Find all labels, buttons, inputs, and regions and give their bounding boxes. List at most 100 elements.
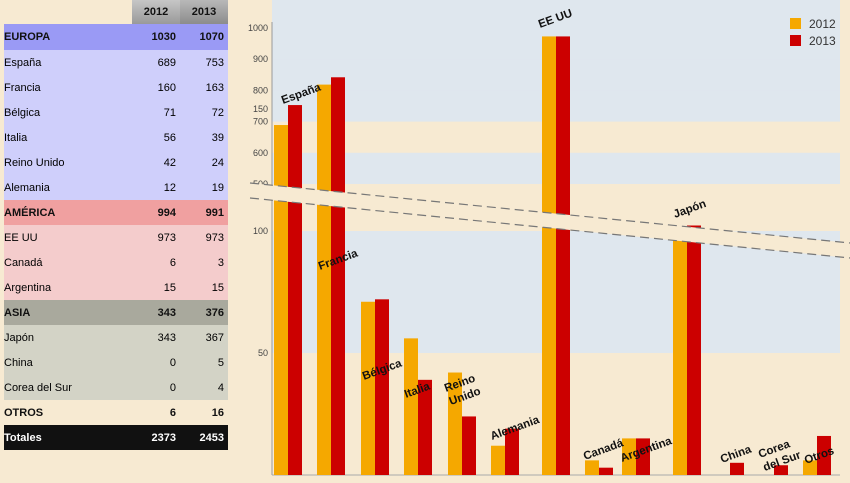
bar-2012 bbox=[448, 372, 462, 475]
y-tick-label: 600 bbox=[253, 148, 268, 158]
table-row: España 689 753 bbox=[4, 50, 228, 75]
row-value-2012: 160 bbox=[132, 75, 180, 100]
row-label: España bbox=[4, 50, 132, 75]
bar-2013 bbox=[375, 299, 389, 475]
axis-break-line bbox=[249, 197, 850, 259]
row-label: Reino Unido bbox=[4, 150, 132, 175]
category-label: Canadá bbox=[582, 437, 626, 463]
row-label: Alemania bbox=[4, 175, 132, 200]
axis-break-band bbox=[250, 183, 850, 258]
row-value-2012: 42 bbox=[132, 150, 180, 175]
row-value-2013: 16 bbox=[180, 400, 228, 425]
table-row: EE UU 973 973 bbox=[4, 225, 228, 250]
row-value-2013: 973 bbox=[180, 225, 228, 250]
row-value-2013: 1070 bbox=[180, 24, 228, 50]
row-value-2012: 0 bbox=[132, 375, 180, 400]
bar-2013 bbox=[556, 36, 570, 475]
bar-2013 bbox=[774, 465, 788, 475]
data-table: 2012 2013 EUROPA 1030 1070 España 689 753 Fran… bbox=[4, 0, 228, 450]
row-label: EE UU bbox=[4, 225, 132, 250]
row-value-2013: 5 bbox=[180, 350, 228, 375]
y-tick-label: 150 bbox=[253, 104, 268, 114]
row-value-2012: 6 bbox=[132, 400, 180, 425]
row-value-2012: 15 bbox=[132, 275, 180, 300]
row-label: OTROS bbox=[4, 400, 132, 425]
category-label: Coreadel Sur bbox=[757, 436, 803, 474]
row-value-2012: 1030 bbox=[132, 24, 180, 50]
bar-2012 bbox=[585, 460, 599, 475]
row-value-2012: 994 bbox=[132, 200, 180, 225]
table-row: ASIA 343 376 bbox=[4, 300, 228, 325]
row-value-2013: 3 bbox=[180, 250, 228, 275]
bar-2012 bbox=[491, 445, 505, 475]
row-label: EUROPA bbox=[4, 24, 132, 50]
legend-swatch bbox=[790, 35, 801, 46]
bar-2013 bbox=[331, 77, 345, 475]
row-label: Japón bbox=[4, 325, 132, 350]
row-label: China bbox=[4, 350, 132, 375]
row-value-2012: 343 bbox=[132, 325, 180, 350]
row-value-2012: 6 bbox=[132, 250, 180, 275]
bar-2012 bbox=[673, 232, 687, 475]
bar-2013 bbox=[288, 105, 302, 476]
bar-2013 bbox=[636, 438, 650, 475]
y-tick-label: 700 bbox=[253, 117, 268, 127]
table-row: Corea del Sur 0 4 bbox=[4, 375, 228, 400]
row-value-2012: 973 bbox=[132, 225, 180, 250]
axis-break-line bbox=[249, 182, 850, 244]
row-label: ASIA bbox=[4, 300, 132, 325]
bar-2012 bbox=[274, 125, 288, 476]
row-value-2013: 163 bbox=[180, 75, 228, 100]
row-label: Canadá bbox=[4, 250, 132, 275]
table-row: AMÉRICA 994 991 bbox=[4, 200, 228, 225]
row-label: Bélgica bbox=[4, 100, 132, 125]
header-year-2012: 2012 bbox=[132, 0, 180, 24]
bar-2012 bbox=[803, 460, 817, 475]
category-label: China bbox=[719, 443, 754, 465]
row-value-2012: 0 bbox=[132, 350, 180, 375]
header-year-2013: 2013 bbox=[180, 0, 228, 24]
y-tick-label: 800 bbox=[253, 85, 268, 95]
category-label: Japón bbox=[672, 198, 708, 221]
table-row: Italia 56 39 bbox=[4, 125, 228, 150]
row-value-2013: 367 bbox=[180, 325, 228, 350]
table-row: OTROS 6 16 bbox=[4, 400, 228, 425]
row-value-2012: 56 bbox=[132, 125, 180, 150]
row-value-2013: 15 bbox=[180, 275, 228, 300]
row-value-2013: 39 bbox=[180, 125, 228, 150]
table-row: Alemania 12 19 bbox=[4, 175, 228, 200]
bar-2012 bbox=[361, 301, 375, 475]
table-row: Canadá 6 3 bbox=[4, 250, 228, 275]
bar-2012 bbox=[622, 438, 636, 475]
table-row: Totales 2373 2453 bbox=[4, 425, 228, 450]
y-tick-label: 500 bbox=[253, 179, 268, 189]
table-row: Reino Unido 42 24 bbox=[4, 150, 228, 175]
table-row: Argentina 15 15 bbox=[4, 275, 228, 300]
bar-2012 bbox=[317, 84, 331, 475]
legend-label: 2012 bbox=[809, 17, 836, 31]
table-row: Bélgica 71 72 bbox=[4, 100, 228, 125]
bar-2012 bbox=[542, 36, 556, 475]
table-row: China 0 5 bbox=[4, 350, 228, 375]
row-value-2012: 71 bbox=[132, 100, 180, 125]
table-header-row: 2012 2013 bbox=[4, 0, 228, 24]
table-row: EUROPA 1030 1070 bbox=[4, 24, 228, 50]
row-label: Italia bbox=[4, 125, 132, 150]
row-value-2012: 343 bbox=[132, 300, 180, 325]
bar-2013 bbox=[599, 467, 613, 475]
y-tick-label: 100 bbox=[253, 226, 268, 236]
bar-2013 bbox=[418, 379, 432, 475]
table-row: Japón 343 367 bbox=[4, 325, 228, 350]
row-label: Corea del Sur bbox=[4, 375, 132, 400]
y-tick-label: 1000 bbox=[248, 23, 268, 33]
row-value-2013: 4 bbox=[180, 375, 228, 400]
row-value-2013: 991 bbox=[180, 200, 228, 225]
bar-2013 bbox=[817, 435, 831, 475]
legend-swatch bbox=[790, 18, 801, 29]
legend-label: 2013 bbox=[809, 34, 836, 48]
row-value-2013: 24 bbox=[180, 150, 228, 175]
row-label: AMÉRICA bbox=[4, 200, 132, 225]
row-value-2013: 2453 bbox=[180, 425, 228, 450]
row-value-2013: 19 bbox=[180, 175, 228, 200]
